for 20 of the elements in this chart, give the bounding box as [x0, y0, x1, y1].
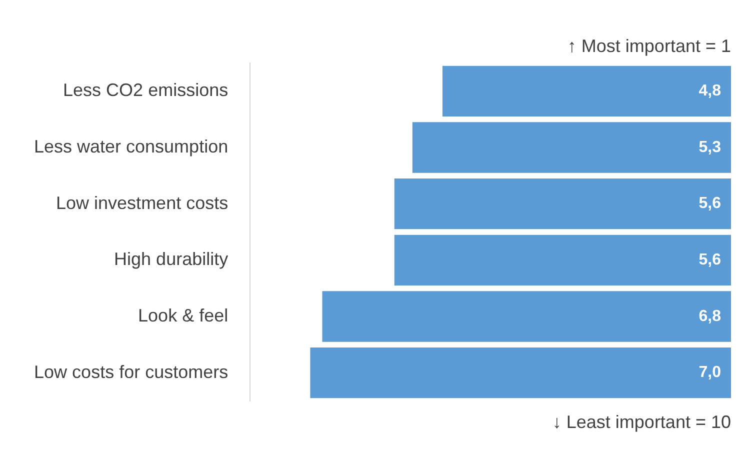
data-label: 5,6: [698, 195, 722, 212]
data-label: 4,8: [698, 82, 722, 100]
data-label: 5,6: [698, 252, 722, 269]
bar: [394, 178, 731, 230]
data-label: 6,8: [698, 308, 722, 325]
y-tick-label: Less CO2 emissions: [63, 80, 228, 100]
bar: [412, 122, 731, 173]
y-tick-label: Low costs for customers: [34, 362, 228, 382]
data-label: 7,0: [698, 364, 722, 382]
text: ↑ Most important = 1: [567, 36, 731, 56]
data-label: 5,3: [698, 138, 722, 156]
text: ↓ Least important = 10: [552, 412, 731, 432]
y-tick-label: High durability: [114, 249, 228, 270]
y-tick-label: Low investment costs: [56, 192, 228, 213]
bar: [394, 234, 731, 286]
bar: [442, 66, 731, 117]
y-tick-label: Look & feel: [138, 305, 228, 326]
y-tick-label: Less water consumption: [34, 136, 228, 156]
bar: [322, 291, 731, 342]
bar: [310, 347, 731, 398]
